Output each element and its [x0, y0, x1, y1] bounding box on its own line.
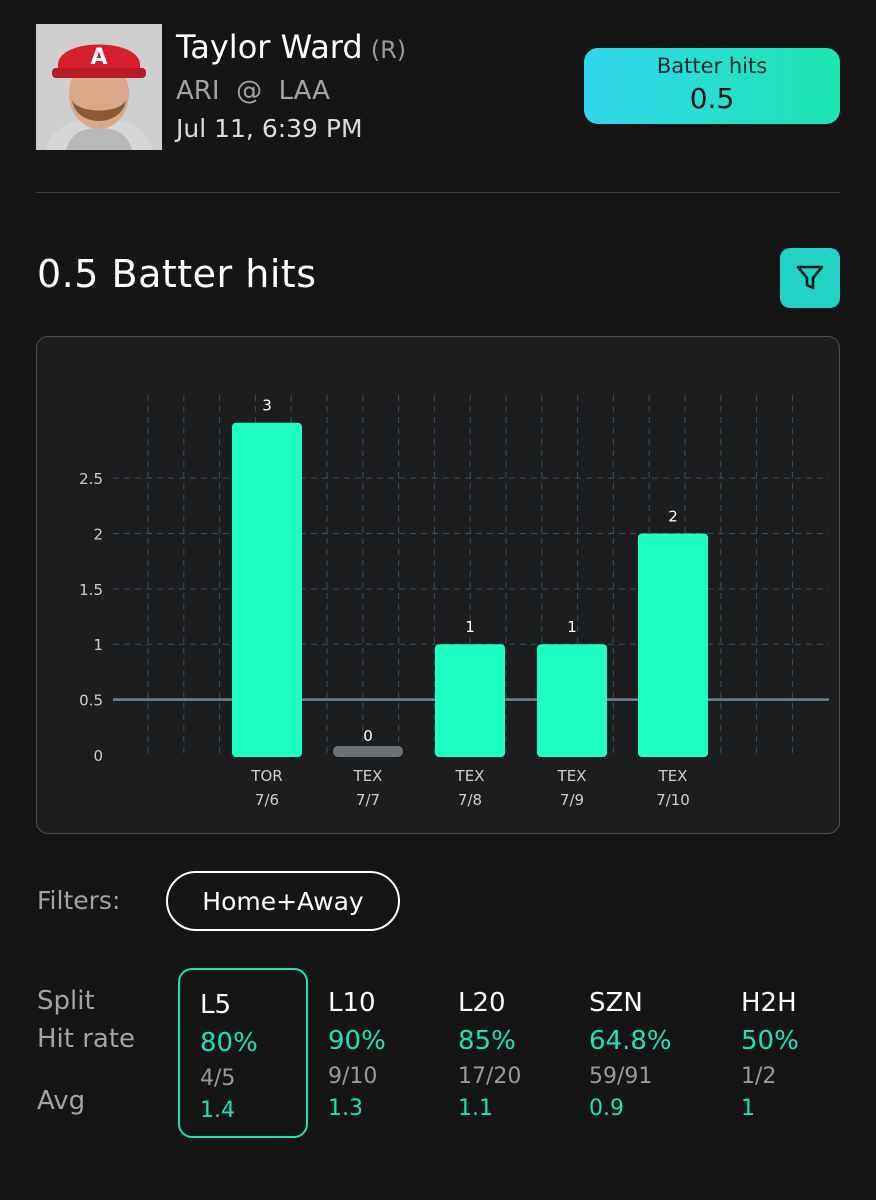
x-tick-opponent: TOR: [250, 767, 282, 785]
data-label: 0: [363, 727, 373, 745]
header-divider: [36, 192, 840, 193]
y-tick-label: 2.5: [79, 470, 103, 488]
split-avg: 1.3: [328, 1096, 363, 1121]
away-team: ARI: [176, 76, 220, 106]
split-name: L5: [200, 990, 232, 1020]
x-tick-opponent: TEX: [353, 767, 383, 785]
split-avg: 1.1: [458, 1096, 493, 1121]
home-away-filter[interactable]: Home+Away: [166, 871, 400, 931]
y-tick-label: 1.5: [79, 581, 103, 599]
split-fraction: 1/2: [741, 1064, 777, 1089]
split-hit-rate: 64.8%: [589, 1026, 672, 1056]
split-hit-rate: 90%: [328, 1026, 386, 1056]
x-tick-opponent: TEX: [658, 767, 688, 785]
split-name: L10: [328, 988, 376, 1018]
split-fraction: 4/5: [200, 1066, 236, 1091]
split-name: SZN: [589, 988, 643, 1018]
matchup: ARI @ LAA: [176, 76, 330, 106]
split-tab-l10[interactable]: L10 90% 9/10 1.3: [328, 968, 458, 1138]
hits-chart: 0 0.5 1 1.5 2 2.5 3 TOR 7/6 0 TEX 7/7 1 TEX 7/8 1 TEX 7/9…: [36, 336, 840, 834]
split-tab-l5[interactable]: L5 80% 4/5 1.4: [178, 968, 308, 1138]
data-label: 2: [668, 507, 678, 525]
split-fraction: 17/20: [458, 1064, 522, 1089]
split-hit-rate: 85%: [458, 1026, 516, 1056]
y-tick-label: 2: [93, 525, 103, 543]
split-hit-rate: 50%: [741, 1026, 799, 1056]
x-tick-opponent: TEX: [557, 767, 587, 785]
chart-svg: 0 0.5 1 1.5 2 2.5 3 TOR 7/6 0 TEX 7/7 1 TEX 7/8 1 TEX 7/9…: [79, 395, 829, 809]
split-tab-l20[interactable]: L20 85% 17/20 1.1: [458, 968, 588, 1138]
prop-badge[interactable]: Batter hits 0.5: [584, 48, 840, 124]
data-label: 3: [262, 397, 272, 415]
game-time: Jul 11, 6:39 PM: [176, 114, 363, 143]
svg-text:A: A: [90, 45, 107, 70]
y-tick-label: 0: [93, 747, 103, 765]
split-fraction: 59/91: [589, 1064, 653, 1089]
split-avg: 1: [741, 1096, 755, 1121]
filters-label: Filters:: [37, 886, 121, 915]
split-hit-rate: 80%: [200, 1028, 258, 1058]
at-symbol: @: [236, 76, 263, 106]
bar: [638, 533, 708, 757]
prop-badge-label: Batter hits: [656, 54, 768, 78]
x-tick-date: 7/10: [656, 791, 690, 809]
x-tick-date: 7/9: [560, 791, 584, 809]
bar: [435, 644, 505, 757]
split-tab-szn[interactable]: SZN 64.8% 59/91 0.9: [589, 968, 719, 1138]
y-tick-label: 0.5: [79, 692, 103, 710]
x-tick-opponent: TEX: [455, 767, 485, 785]
x-tick-date: 7/6: [255, 791, 279, 809]
avg-row-label: Avg: [37, 1086, 86, 1116]
filter-button[interactable]: [780, 248, 840, 308]
batting-hand: (R): [370, 36, 407, 64]
bar: [537, 644, 607, 757]
hit-rate-row-label: Hit rate: [37, 1024, 136, 1054]
x-tick-date: 7/8: [458, 791, 482, 809]
y-tick-label: 1: [93, 636, 103, 654]
section-title: 0.5 Batter hits: [37, 252, 317, 296]
split-avg: 1.4: [200, 1098, 235, 1123]
player-name: Taylor Ward (R): [176, 28, 406, 66]
bar: [232, 422, 302, 757]
split-fraction: 9/10: [328, 1064, 378, 1089]
split-name: H2H: [741, 988, 797, 1018]
split-name: L20: [458, 988, 506, 1018]
data-label: 1: [567, 618, 577, 636]
x-tick-date: 7/7: [356, 791, 380, 809]
split-avg: 0.9: [589, 1096, 624, 1121]
data-label: 1: [465, 618, 475, 636]
prop-badge-line: 0.5: [689, 82, 735, 115]
split-row-label: Split: [37, 986, 95, 1016]
funnel-icon: [796, 265, 824, 290]
bar: [333, 746, 403, 757]
home-team: LAA: [278, 76, 330, 106]
player-avatar: A: [36, 24, 162, 150]
split-tab-h2h[interactable]: H2H 50% 1/2 1: [741, 968, 871, 1138]
player-name-text: Taylor Ward: [176, 28, 363, 66]
